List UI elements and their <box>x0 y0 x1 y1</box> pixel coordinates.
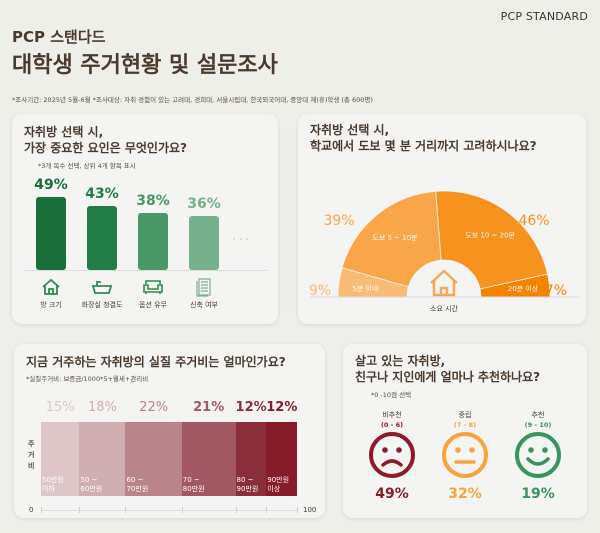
card-title: 살고 있는 자취방, 친구나 지인에게 얼마나 추천하나요? <box>355 353 540 385</box>
segment-label: 90만원 이상 <box>267 476 289 494</box>
title-line: 살고 있는 자취방, <box>355 354 446 368</box>
segment-value-label: 9% <box>309 283 331 299</box>
segment-label-line: 이하 <box>42 485 55 493</box>
value-label: 32% <box>448 486 482 502</box>
segment-label-line: 80만원 <box>182 485 205 493</box>
bar <box>138 213 168 270</box>
title-line: 자취방 선택 시, <box>24 125 104 139</box>
page-title: 대학생 주거현황 및 설문조사 <box>12 53 278 78</box>
segment-label-line: 90만원 <box>267 476 290 484</box>
axis-tick <box>297 507 298 513</box>
segment-label-line: 60만원 <box>80 485 103 493</box>
segment-value-label: 15% <box>45 400 75 415</box>
stacked-segment <box>125 422 182 496</box>
sofa-icon <box>142 276 164 298</box>
bar-value-label: 36% <box>187 196 221 212</box>
category-label: 중립 <box>458 411 472 419</box>
page-subtitle: PCP 스탠다드 <box>12 28 106 46</box>
card-title: 자취방 선택 시, 학교에서 도보 몇 분 거리까지 고려하시나요? <box>310 122 537 154</box>
card-note: *0 -10점 선택 <box>371 391 412 399</box>
bar-value-label: 43% <box>85 185 119 202</box>
y-axis-label: 주거비 <box>28 440 35 470</box>
card-title: 자취방 선택 시, 가장 중요한 요인은 무엇인가요? <box>24 124 187 156</box>
category-label: 방 크기 <box>40 301 62 309</box>
card-note: *실질주거비: 보증금/1000*5+월세+관리비 <box>26 375 149 383</box>
category-label: 비추천 <box>382 411 402 419</box>
range-label: (0 - 6) <box>380 421 404 429</box>
segment-label: 50만원 이하 <box>42 476 64 494</box>
segment-label-line: 90만원 <box>236 485 259 493</box>
sad-face-icon <box>367 430 417 480</box>
category-label: 옵션 유무 <box>139 301 167 309</box>
segment-label: 70 ~80만원 <box>183 476 205 494</box>
donut-segment <box>341 190 442 288</box>
card-title: 지금 거주하는 자취방의 실질 주거비는 얼마인가요? <box>26 355 286 369</box>
title-line: 친구나 지인에게 얼마나 추천하나요? <box>355 370 541 384</box>
segment-value-label: 46% <box>518 213 549 229</box>
value-label: 19% <box>521 486 555 502</box>
segment-label-line: 50 ~ <box>80 476 98 484</box>
stacked-segment <box>41 422 80 496</box>
segment-label: 80 ~90만원 <box>237 476 259 494</box>
neutral-face-icon <box>440 430 490 480</box>
segment-label: 5분 이내 <box>352 284 378 293</box>
segment-label-line: 80 ~ <box>236 476 254 484</box>
x-axis-line <box>41 510 297 511</box>
segment-label: 60 ~70만원 <box>126 476 148 494</box>
category-label: 화장실 청결도 <box>81 301 123 309</box>
brand-logo: PCP STANDARD <box>500 10 588 23</box>
segment-label: 50 ~60만원 <box>80 476 102 494</box>
segment-value-label: 39% <box>323 213 354 229</box>
title-line: 학교에서 도보 몇 분 거리까지 고려하시나요? <box>310 139 537 153</box>
segment-value-label: 22% <box>139 400 169 415</box>
distance-card: 자취방 선택 시, 학교에서 도보 몇 분 거리까지 고려하시나요? 5분 이내… <box>298 114 586 324</box>
bar-value-label: 49% <box>34 176 68 193</box>
segment-label-line: 70만원 <box>126 485 149 493</box>
building-icon <box>193 276 215 298</box>
x-tick-label: 0 <box>29 506 34 514</box>
bar <box>87 205 117 270</box>
segment-label-line: 60 ~ <box>126 476 144 484</box>
bar-value-label: 38% <box>136 193 170 209</box>
value-label: 49% <box>375 486 409 502</box>
segment-label-line: 50만원 <box>42 476 64 484</box>
baseline <box>24 270 268 271</box>
donut-segment <box>435 190 548 290</box>
card-note: *3개 복수 선택, 상위 4개 항목 표시 <box>38 162 136 170</box>
range-label: (7 - 8) <box>453 421 477 429</box>
smile-face-icon <box>513 430 563 480</box>
stacked-segment <box>235 422 267 496</box>
stacked-segment <box>181 422 236 496</box>
house-icon <box>430 269 458 297</box>
segment-value-label: 12% <box>266 400 298 415</box>
title-line: 가장 중요한 요인은 무엇인가요? <box>24 141 188 155</box>
segment-label: 도보 5 ~ 10분 <box>372 234 418 242</box>
segment-value-label: 18% <box>87 400 117 415</box>
segment-label-line: 이상 <box>267 485 281 493</box>
x-tick-label: 100 <box>303 506 317 514</box>
bar <box>36 196 66 270</box>
center-label: 소요 시간 <box>430 304 459 313</box>
stacked-segment <box>266 422 297 496</box>
factors-card: 자취방 선택 시, 가장 중요한 요인은 무엇인가요? *3개 복수 선택, 상… <box>12 114 278 324</box>
bar <box>189 216 219 270</box>
range-label: (9 - 10) <box>524 421 552 429</box>
recommend-card: 살고 있는 자취방, 친구나 지인에게 얼마나 추천하나요? *0 -10점 선… <box>343 344 587 518</box>
survey-note: *조사기간: 2025년 5월-6월 *조사대상: 자취 경험이 있는 고려대,… <box>12 96 373 104</box>
cost-card: 지금 거주하는 자취방의 실질 주거비는 얼마인가요? *실질주거비: 보증금/… <box>14 344 325 518</box>
segment-label-line: 70 ~ <box>182 476 200 484</box>
title-line: 자취방 선택 시, <box>310 123 390 137</box>
category-label: 추천 <box>531 411 545 419</box>
house-icon <box>40 276 62 298</box>
category-label: 신축 여부 <box>190 301 218 309</box>
stacked-segment <box>79 422 126 496</box>
segment-value-label: 12% <box>235 400 267 415</box>
more-indicator: ··· <box>232 232 252 248</box>
segment-value-label: 7% <box>545 283 567 299</box>
bathtub-icon <box>91 276 113 298</box>
segment-label: 도보 10 ~ 20분 <box>465 232 515 240</box>
segment-value-label: 21% <box>193 400 225 415</box>
segment-label: 20분 이상 <box>508 284 539 293</box>
